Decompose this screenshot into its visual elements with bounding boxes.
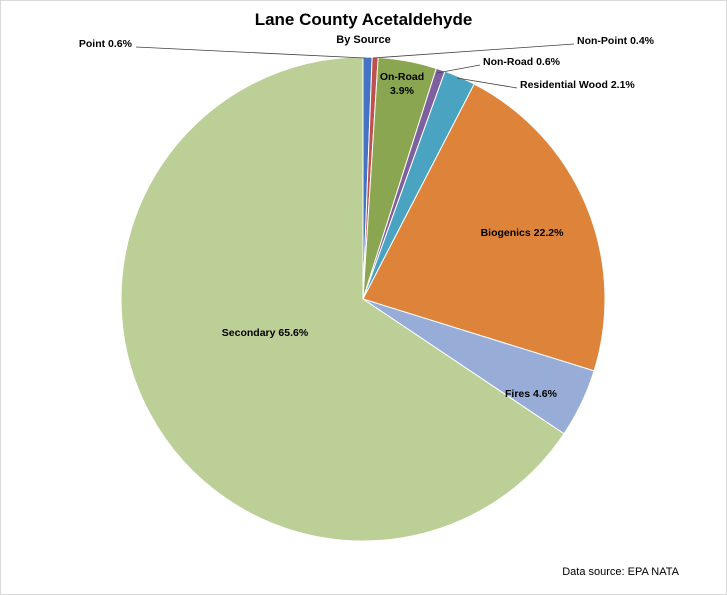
data-label-on-road: On-Road 3.9% xyxy=(380,71,424,97)
data-label-residential-wood: Residential Wood 2.1% xyxy=(520,79,635,91)
data-label-fires: Fires 4.6% xyxy=(505,388,558,400)
data-label-biogenics: Biogenics 22.2% xyxy=(481,227,565,239)
pie-labels: Point 0.6% Non-Point 0.4% On-Road 3.9% Non-R… xyxy=(79,35,655,400)
data-source-note: Data source: EPA NATA xyxy=(562,566,679,578)
chart-title: Lane County Acetaldehyde xyxy=(254,10,473,29)
pie-slice-secondary xyxy=(120,56,565,542)
data-label-non-point: Non-Point 0.4% xyxy=(577,35,655,47)
pie-slice-biogenics xyxy=(362,83,606,372)
leader-line-residential-wood xyxy=(456,77,518,89)
leader-line-point xyxy=(135,46,366,59)
leader-line-non-road xyxy=(436,64,481,74)
data-label-secondary: Secondary 65.6% xyxy=(222,327,309,339)
leader-line-non-point xyxy=(372,43,575,59)
pie-slices xyxy=(120,56,606,542)
data-label-non-road: Non-Road 0.6% xyxy=(483,56,561,68)
data-label-point: Point 0.6% xyxy=(79,38,133,50)
chart-subtitle: By Source xyxy=(336,34,391,46)
